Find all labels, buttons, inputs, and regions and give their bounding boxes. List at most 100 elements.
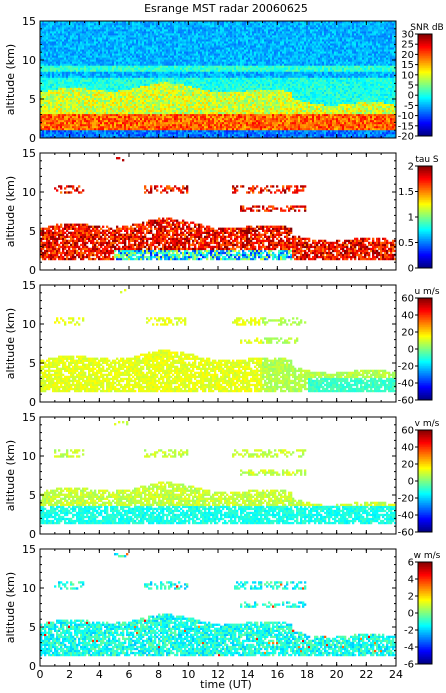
data-cell: [84, 104, 86, 106]
data-cell: [182, 86, 184, 88]
data-cell: [192, 114, 194, 116]
data-cell: [94, 120, 96, 122]
data-cell: [46, 51, 48, 53]
data-cell: [208, 29, 210, 31]
data-cell: [146, 37, 148, 39]
data-cell: [186, 49, 188, 51]
data-cell: [108, 132, 110, 134]
data-cell: [152, 116, 154, 118]
data-cell: [192, 108, 194, 110]
data-cell: [82, 57, 84, 59]
data-cell: [122, 69, 124, 71]
data-cell: [178, 88, 180, 90]
data-cell: [82, 49, 84, 51]
data-cell: [82, 27, 84, 29]
data-cell: [110, 112, 112, 114]
data-cell: [176, 130, 178, 132]
data-cell: [46, 100, 48, 102]
data-cell: [202, 120, 204, 122]
data-cell: [146, 39, 148, 41]
data-cell: [46, 126, 48, 128]
data-cell: [46, 134, 48, 136]
data-cell: [118, 63, 120, 65]
data-cell: [196, 45, 198, 47]
data-cell: [206, 61, 208, 63]
data-cell: [88, 35, 90, 37]
data-cell: [76, 120, 78, 122]
data-cell: [56, 124, 58, 126]
data-cell: [206, 57, 208, 59]
data-cell: [104, 51, 106, 53]
data-cell: [54, 86, 56, 88]
data-cell: [174, 41, 176, 43]
data-cell: [204, 108, 206, 110]
data-cell: [106, 80, 108, 82]
data-cell: [182, 130, 184, 132]
data-cell: [134, 118, 136, 120]
data-cell: [140, 47, 142, 49]
data-cell: [114, 90, 116, 92]
data-cell: [192, 31, 194, 33]
data-cell: [148, 102, 150, 104]
data-cell: [48, 88, 50, 90]
data-cell: [160, 130, 162, 132]
data-cell: [62, 23, 64, 25]
data-cell: [140, 114, 142, 116]
data-cell: [206, 75, 208, 77]
data-cell: [166, 61, 168, 63]
data-cell: [174, 77, 176, 79]
data-cell: [176, 100, 178, 102]
data-cell: [46, 132, 48, 134]
data-cell: [192, 75, 194, 77]
data-cell: [70, 98, 72, 100]
data-cell: [134, 69, 136, 71]
data-cell: [172, 102, 174, 104]
data-cell: [174, 69, 176, 71]
data-cell: [140, 82, 142, 84]
data-cell: [170, 75, 172, 77]
data-cell: [170, 33, 172, 35]
data-cell: [90, 35, 92, 37]
data-cell: [190, 31, 192, 33]
data-cell: [110, 45, 112, 47]
data-cell: [142, 90, 144, 92]
data-cell: [136, 90, 138, 92]
data-cell: [90, 130, 92, 132]
data-cell: [178, 71, 180, 73]
data-cell: [144, 98, 146, 100]
data-cell: [106, 49, 108, 51]
data-cell: [80, 114, 82, 116]
data-cell: [42, 65, 44, 67]
data-cell: [126, 51, 128, 53]
data-cell: [114, 63, 116, 65]
data-cell: [102, 71, 104, 73]
data-cell: [148, 25, 150, 27]
data-cell: [98, 102, 100, 104]
data-cell: [210, 33, 212, 35]
data-cell: [162, 116, 164, 118]
data-cell: [162, 75, 164, 77]
data-cell: [92, 59, 94, 61]
data-cell: [198, 126, 200, 128]
data-cell: [46, 114, 48, 116]
data-cell: [50, 96, 52, 98]
data-cell: [60, 114, 62, 116]
data-cell: [144, 126, 146, 128]
data-cell: [168, 82, 170, 84]
data-cell: [78, 57, 80, 59]
data-cell: [60, 82, 62, 84]
data-cell: [206, 53, 208, 55]
data-cell: [162, 90, 164, 92]
data-cell: [44, 69, 46, 71]
data-cell: [90, 75, 92, 77]
data-cell: [44, 98, 46, 100]
data-cell: [76, 124, 78, 126]
data-cell: [134, 75, 136, 77]
data-cell: [78, 59, 80, 61]
data-cell: [98, 90, 100, 92]
data-cell: [162, 53, 164, 55]
data-cell: [56, 23, 58, 25]
data-cell: [188, 45, 190, 47]
data-cell: [48, 65, 50, 67]
data-cell: [48, 92, 50, 94]
